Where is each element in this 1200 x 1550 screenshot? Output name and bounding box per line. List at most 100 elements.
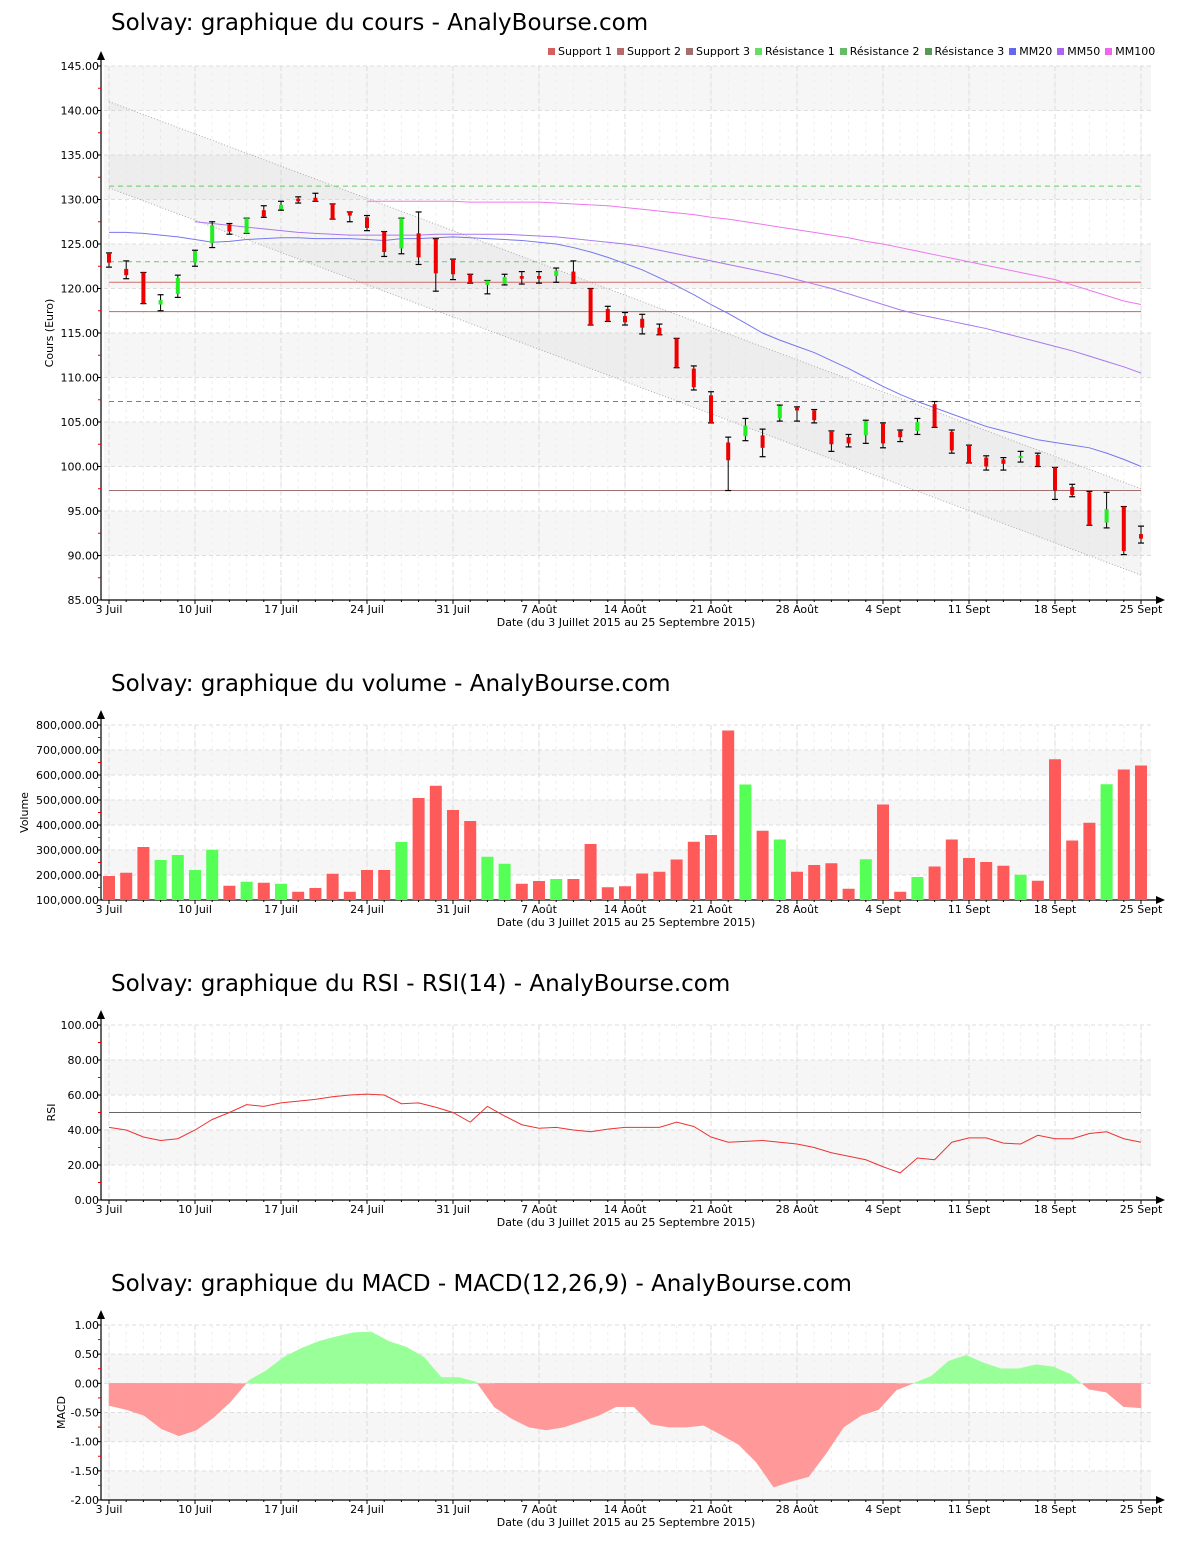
candle [1120, 505, 1127, 556]
y-axis-title: Volume [18, 792, 31, 833]
volume-bar [997, 865, 1010, 900]
y-tick-label: 600,000.00 [36, 769, 99, 782]
legend-swatch [754, 48, 762, 55]
candle [295, 196, 302, 204]
x-tick-label: 31 Juil [436, 603, 470, 616]
volume-bar [189, 870, 201, 900]
y-tick-label: 100.00 [61, 461, 100, 474]
x-tick-label: 17 Juil [264, 903, 298, 916]
volume-bar [808, 865, 821, 900]
candle [432, 238, 439, 292]
volume-bar [481, 856, 494, 900]
x-tick-label: 3 Juil [96, 603, 123, 616]
candle [518, 270, 525, 285]
y-tick-label: 80.00 [68, 1054, 100, 1067]
volume-bar [687, 841, 700, 900]
volume-bar [206, 849, 219, 900]
legend-label: Support 3 [695, 45, 750, 58]
x-tick-label: 18 Sept [1034, 1503, 1077, 1516]
volume-bar [825, 863, 838, 900]
x-tick-label: 10 Juil [178, 603, 212, 616]
candle [192, 249, 198, 267]
volume-bar [395, 842, 408, 900]
candle [467, 273, 474, 284]
candle [966, 444, 972, 464]
candle [1052, 466, 1058, 501]
x-tick-label: 24 Juil [350, 1203, 384, 1216]
y-tick-label: -2.00 [71, 1494, 99, 1507]
x-tick-label: 11 Sept [948, 1503, 991, 1516]
legend-item: Support 1 [548, 45, 612, 58]
x-tick-label: 28 Août [776, 903, 820, 916]
candle [1103, 491, 1110, 529]
y-tick-label: 700,000.00 [36, 744, 99, 757]
volume-bar [842, 888, 855, 900]
x-tick-label: 4 Sept [865, 1503, 901, 1516]
legend-swatch [1057, 48, 1065, 55]
volume-bar [584, 844, 597, 900]
candle [587, 287, 594, 326]
y-tick-label: 130.00 [61, 194, 100, 207]
volume-bar [498, 863, 511, 900]
volume-bar [103, 876, 115, 900]
candle [673, 337, 680, 369]
candle [312, 192, 319, 202]
y-tick-label: 145.00 [61, 60, 100, 73]
volume-bar [636, 873, 649, 900]
y-tick-label: 100.00 [61, 1019, 100, 1032]
volume-bar [1083, 822, 1096, 900]
y-tick-label: 400,000.00 [36, 819, 99, 832]
mm20-line [109, 231, 1142, 467]
volume-bar [877, 804, 889, 900]
legend-label: Résistance 2 [849, 45, 920, 58]
x-tick-label: 21 Août [690, 903, 734, 916]
mm100-line [367, 200, 1142, 306]
x-tick-label: 4 Sept [865, 903, 901, 916]
volume-bar [378, 870, 391, 900]
x-tick-label: 7 Août [521, 1203, 558, 1216]
y-tick-label: 115.00 [61, 327, 100, 340]
volume-bar [171, 855, 184, 900]
y-tick-label: 90.00 [68, 550, 100, 563]
x-tick-label: 3 Juil [96, 1203, 123, 1216]
legend-swatch [839, 48, 847, 55]
mm50-line [194, 221, 1142, 374]
x-tick-label: 17 Juil [264, 603, 298, 616]
volume-bar [240, 881, 253, 900]
candle [880, 422, 886, 449]
candle [106, 252, 112, 268]
x-tick-label: 7 Août [521, 1503, 558, 1516]
legend-label: Résistance 3 [934, 45, 1005, 58]
candle [484, 279, 491, 295]
x-tick-label: 3 Juil [96, 903, 123, 916]
candle [776, 404, 783, 422]
candle [157, 294, 164, 312]
y-tick-label: -1.50 [71, 1465, 99, 1478]
x-tick-label: 3 Juil [96, 1503, 123, 1516]
candle [174, 274, 181, 298]
volume-bar [275, 883, 287, 900]
volume-bar [670, 859, 683, 900]
x-tick-label: 24 Juil [350, 903, 384, 916]
legend-swatch [1009, 48, 1017, 55]
y-axis-title: Cours (Euro) [43, 299, 56, 368]
volume-bar [1049, 759, 1061, 900]
legend-swatch [548, 48, 555, 55]
volume-bar [722, 730, 735, 900]
x-tick-label: 4 Sept [865, 1203, 901, 1216]
candle [914, 417, 921, 436]
x-tick-label: 14 Août [604, 1203, 648, 1216]
volume-bar [257, 882, 270, 900]
x-tick-label: 28 Août [776, 1203, 820, 1216]
legend-label: MM20 [1019, 45, 1053, 58]
volume-chart-title: Solvay: graphique du volume - AnalyBours… [111, 671, 671, 697]
volume-bar [550, 879, 563, 900]
y-tick-label: 140.00 [61, 105, 100, 118]
x-tick-label: 24 Juil [350, 603, 384, 616]
rsi-chart: 0.00 20.00 40.00 60.00 80.00 100.00 3 Juil 10 J… [45, 1010, 1165, 1229]
x-tick-label: 17 Juil [264, 1503, 298, 1516]
volume-bar [653, 871, 666, 900]
x-tick-label: 25 Sept [1120, 1503, 1163, 1516]
price-legend: Support 1 Support 2 Support 3 Résistance 1 R… [548, 45, 1155, 58]
volume-bar [911, 877, 924, 900]
